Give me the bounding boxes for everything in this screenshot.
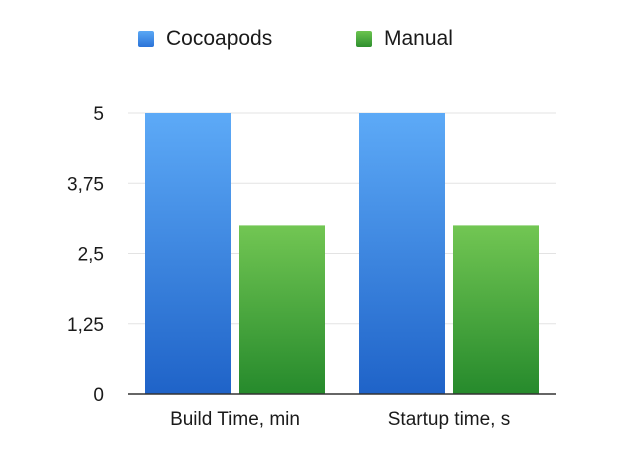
bar-manual [453, 225, 539, 394]
bar-cocoapods [145, 113, 231, 394]
legend: Cocoapods Manual [0, 24, 640, 54]
y-tick-label: 2,5 [78, 245, 104, 266]
y-tick-label: 5 [93, 104, 104, 125]
legend-label-manual: Manual [384, 27, 453, 50]
legend-item-cocoapods: Cocoapods [138, 24, 272, 54]
legend-swatch-cocoapods [138, 31, 154, 47]
legend-label-cocoapods: Cocoapods [166, 27, 273, 50]
x-tick-label: Startup time, s [388, 409, 511, 430]
axes: 0 1,25 2,5 3,75 5 Build Time, min Startup time… [67, 104, 556, 430]
x-tick-label: Build Time, min [170, 409, 300, 430]
y-tick-label: 0 [93, 385, 104, 406]
y-tick-label: 3,75 [67, 174, 104, 195]
bars [145, 113, 539, 394]
bar-cocoapods [359, 113, 445, 394]
legend-swatch-manual [356, 31, 372, 47]
y-tick-label: 1,25 [67, 315, 104, 336]
legend-item-manual: Manual [356, 24, 453, 54]
bar-manual [239, 225, 325, 394]
